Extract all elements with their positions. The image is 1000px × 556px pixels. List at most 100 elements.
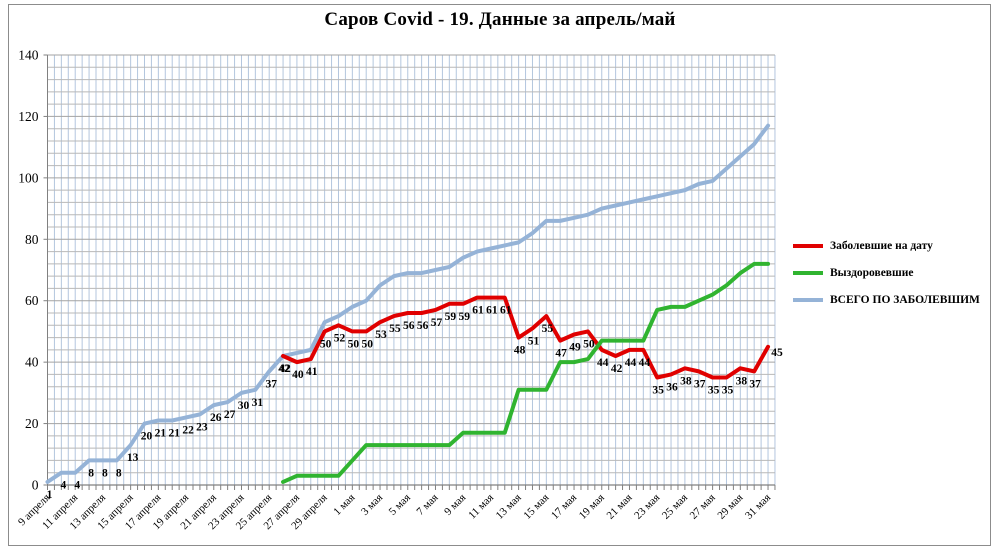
legend-label-recovered: Выздоровевшие — [830, 266, 914, 279]
active-cases-label: 37 — [749, 378, 761, 390]
active-cases-label: 45 — [771, 347, 783, 359]
active-cases-label: 53 — [375, 329, 387, 341]
active-cases-label: 61 — [500, 305, 512, 317]
active-cases-label: 44 — [597, 357, 609, 369]
total-cases-label: 27 — [224, 409, 236, 421]
recovered-marker — [793, 270, 823, 275]
legend-item-total-cases: ВСЕГО ПО ЗАБОЛЕВШИМ — [793, 286, 980, 313]
active-cases-label: 59 — [458, 311, 470, 323]
horizontal-gridlines — [47, 54, 775, 474]
x-tick-label: 27 мая — [688, 492, 718, 522]
total-cases-label: 21 — [168, 428, 180, 440]
active-cases-label: 59 — [445, 311, 457, 323]
total-cases-label: 8 — [116, 467, 122, 479]
active-cases-label: 56 — [403, 320, 415, 332]
x-tick-label: 13 мая — [494, 492, 524, 522]
active-cases-label: 42 — [278, 363, 290, 375]
y-tick-label: 100 — [18, 170, 39, 185]
legend-label-total-cases: ВСЕГО ПО ЗАБОЛЕВШИМ — [830, 293, 980, 306]
y-tick-label: 120 — [18, 109, 39, 124]
total-cases-label: 26 — [210, 412, 222, 424]
active-cases-label: 49 — [569, 342, 581, 354]
active-cases-label: 44 — [625, 357, 637, 369]
x-tick-label: 21 мая — [604, 492, 634, 522]
active-cases-label: 40 — [292, 369, 304, 381]
x-tick-label: 29 мая — [715, 492, 745, 522]
active-cases-label: 37 — [694, 378, 706, 390]
total-cases-label: 42 — [279, 363, 291, 375]
total-cases-label: 8 — [88, 467, 94, 479]
y-tick-label: 80 — [25, 232, 39, 247]
active-cases-label: 38 — [736, 375, 748, 387]
total-cases-label: 4 — [74, 480, 80, 492]
total-cases-label: 1 — [47, 489, 53, 501]
total-cases-label: 30 — [238, 400, 250, 412]
x-tick-label: 25 мая — [660, 492, 690, 522]
total-cases-label: 4 — [60, 480, 66, 492]
active-cases-line — [281, 295, 771, 380]
total-cases-marker — [793, 297, 823, 302]
x-tick-label: 11 мая — [466, 492, 496, 522]
x-tick-label: 5 мая — [387, 492, 413, 518]
total-cases-label: 23 — [196, 421, 208, 433]
total-cases-label: 22 — [182, 424, 194, 436]
x-tick-label: 7 мая — [414, 492, 440, 518]
active-cases-label: 38 — [680, 375, 692, 387]
legend-item-recovered: Выздоровевшие — [793, 259, 980, 286]
x-tick-label: 19 мая — [577, 492, 607, 522]
active-cases-label: 57 — [431, 317, 443, 329]
y-tick-label: 20 — [25, 416, 39, 431]
active-cases-label: 42 — [611, 363, 623, 375]
total-cases-label: 37 — [265, 378, 277, 390]
y-axis-labels: 0 20 40 60 80 100 120 140 — [18, 48, 39, 493]
axes — [43, 54, 775, 486]
active-cases-label: 35 — [722, 385, 734, 397]
x-tick-label: 1 мая — [331, 492, 357, 518]
active-cases-label: 50 — [320, 338, 332, 350]
active-cases-label: 61 — [472, 305, 484, 317]
total-cases-label: 20 — [141, 431, 153, 443]
active-cases-label: 48 — [514, 345, 526, 357]
active-cases-label: 52 — [334, 332, 346, 344]
active-cases-label: 44 — [639, 357, 651, 369]
x-tick-label: 9 мая — [442, 492, 468, 518]
total-cases-line — [45, 123, 771, 484]
active-cases-label: 55 — [542, 323, 554, 335]
x-tick-label: 23 мая — [632, 492, 662, 522]
total-cases-label: 21 — [155, 428, 167, 440]
y-tick-label: 60 — [25, 293, 39, 308]
active-cases-label: 61 — [486, 305, 498, 317]
x-tick-label: 31 мая — [743, 492, 773, 522]
active-cases-label: 47 — [555, 348, 567, 360]
active-cases-label: 50 — [361, 338, 373, 350]
active-cases-label: 56 — [417, 320, 429, 332]
legend-item-active-cases: Заболевшие на дату — [793, 232, 980, 259]
active-cases-label: 36 — [666, 381, 678, 393]
active-cases-label: 35 — [708, 385, 720, 397]
chart-title: Саров Covid - 19. Данные за апрель/май — [324, 9, 676, 30]
y-tick-label: 40 — [25, 355, 39, 370]
y-tick-label: 0 — [32, 478, 39, 493]
total-cases-label: 31 — [252, 397, 264, 409]
y-tick-label: 140 — [18, 48, 39, 63]
total-cases-label: 8 — [102, 467, 108, 479]
legend-label-active-cases: Заболевшие на дату — [830, 239, 933, 252]
active-cases-label: 55 — [389, 323, 401, 335]
legend: Заболевшие на дату Выздоровевшие ВСЕГО П… — [793, 232, 980, 313]
total-cases-label: 13 — [127, 452, 139, 464]
active-cases-marker — [793, 243, 823, 248]
x-tick-label: 17 мая — [549, 492, 579, 522]
active-cases-label: 41 — [306, 366, 318, 378]
x-tick-label: 3 мая — [359, 492, 385, 518]
active-cases-label: 51 — [528, 335, 540, 347]
active-cases-label: 50 — [348, 338, 360, 350]
x-tick-label: 15 мая — [521, 492, 551, 522]
active-cases-label: 50 — [583, 338, 595, 350]
recovered-line — [281, 261, 771, 484]
active-cases-label: 35 — [652, 385, 664, 397]
